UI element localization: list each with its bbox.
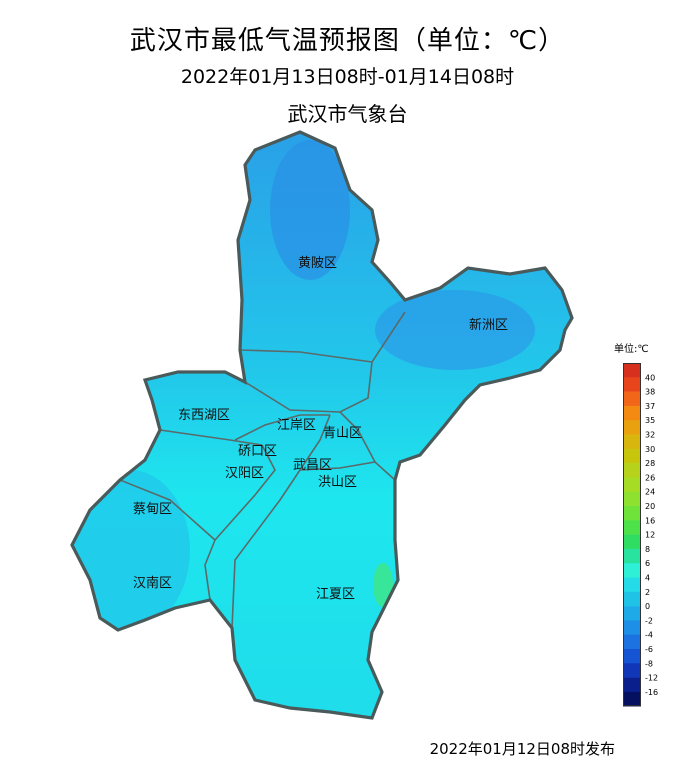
legend-swatch: [623, 634, 641, 650]
legend-swatch: [623, 563, 641, 578]
legend-tick-label: 16: [645, 516, 655, 525]
legend-swatch: [623, 477, 641, 492]
legend-tick-label: 4: [645, 574, 650, 583]
legend-swatch: [623, 520, 641, 535]
legend-swatch: [623, 377, 641, 392]
legend-tick-label: 38: [645, 388, 655, 397]
legend-tick-label: 40: [645, 373, 655, 382]
legend-swatch: [623, 448, 641, 464]
legend-tick-label: 20: [645, 502, 655, 511]
legend-tick-label: 6: [645, 559, 650, 568]
legend-swatch: [623, 606, 641, 621]
issuing-agency: 武汉市气象台: [287, 102, 408, 126]
warm-patch: [373, 563, 393, 607]
legend-swatch: [623, 577, 641, 593]
map-title: 武汉市最低气温预报图（单位：℃）: [129, 26, 566, 56]
legend-tick-label: 32: [645, 431, 655, 440]
legend-tick-label: -4: [645, 631, 653, 640]
district-label-huangpi: 黄陂区: [298, 255, 337, 271]
legend-tick-label: 35: [645, 416, 655, 425]
legend-tick-label: -6: [645, 645, 653, 654]
issue-time: 2022年01月12日08时发布: [429, 740, 615, 758]
forecast-period: 2022年01月13日08时-01月14日08时: [180, 66, 515, 88]
legend-swatch: [623, 663, 641, 678]
legend-tick-label: -12: [645, 674, 658, 683]
legend-swatch: [623, 420, 641, 435]
legend-tick-label: 24: [645, 488, 655, 497]
legend-tick-label: 30: [645, 445, 655, 454]
legend-tick-label: 12: [645, 531, 655, 540]
district-label-qiaokou: 硚口区: [238, 444, 277, 459]
district-boundaries: [119, 311, 406, 629]
legend-frame: [623, 363, 641, 707]
city-outline: [70, 130, 574, 720]
district-label-xinzhou: 新洲区: [469, 317, 508, 333]
legend-swatch: [623, 463, 641, 478]
legend-swatch: [623, 548, 641, 564]
district-label-wuchang: 武昌区: [293, 458, 332, 473]
district-label-dongxihu: 东西湖区: [178, 408, 230, 423]
legend-swatch: [623, 649, 641, 664]
legend-swatch: [623, 534, 641, 550]
legend-swatch: [623, 391, 641, 407]
legend-swatch: [623, 591, 641, 607]
legend-tick-label: -2: [645, 616, 653, 625]
legend-tick-label: 0: [645, 602, 650, 611]
district-label-caidian: 蔡甸区: [133, 502, 172, 517]
legend-tick-label: 37: [645, 402, 655, 411]
legend-tick-label: 28: [645, 459, 655, 468]
legend-swatch: [623, 506, 641, 521]
legend-tick-label: -16: [645, 688, 658, 697]
legend-swatch: [623, 677, 641, 693]
district-label-hannan: 汉南区: [133, 575, 172, 591]
district-label-jiangan: 江岸区: [277, 418, 316, 433]
legend-swatch: [623, 691, 641, 707]
legend-swatch: [623, 620, 641, 635]
legend-title: 单位:℃: [614, 344, 649, 355]
district-label-jiangxia: 江夏区: [316, 587, 355, 602]
legend-swatch: [623, 363, 641, 378]
legend-tick-label: 26: [645, 473, 655, 482]
district-label-hanyang: 汉阳区: [225, 466, 264, 481]
legend-swatch: [623, 434, 641, 450]
legend-tick-label: 8: [645, 545, 650, 554]
district-label-qingshan: 青山区: [323, 426, 362, 441]
legend-swatch: [623, 491, 641, 507]
district-label-hongshan: 洪山区: [318, 475, 357, 490]
legend-tick-label: 2: [645, 588, 650, 597]
legend-tick-label: -8: [645, 659, 653, 668]
legend-swatch: [623, 405, 641, 421]
temperature-legend: 40383735323028262420161286420-2-4-6-8-12…: [623, 363, 658, 707]
